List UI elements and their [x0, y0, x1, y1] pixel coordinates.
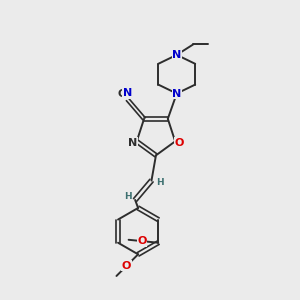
Text: H: H [124, 193, 131, 202]
Text: N: N [172, 50, 182, 60]
Text: N: N [123, 88, 132, 98]
Text: H: H [156, 178, 164, 187]
Text: N: N [128, 138, 137, 148]
Text: N: N [172, 88, 182, 98]
Text: C: C [117, 89, 125, 99]
Text: O: O [174, 138, 184, 148]
Text: O: O [122, 261, 131, 271]
Text: O: O [137, 236, 147, 246]
